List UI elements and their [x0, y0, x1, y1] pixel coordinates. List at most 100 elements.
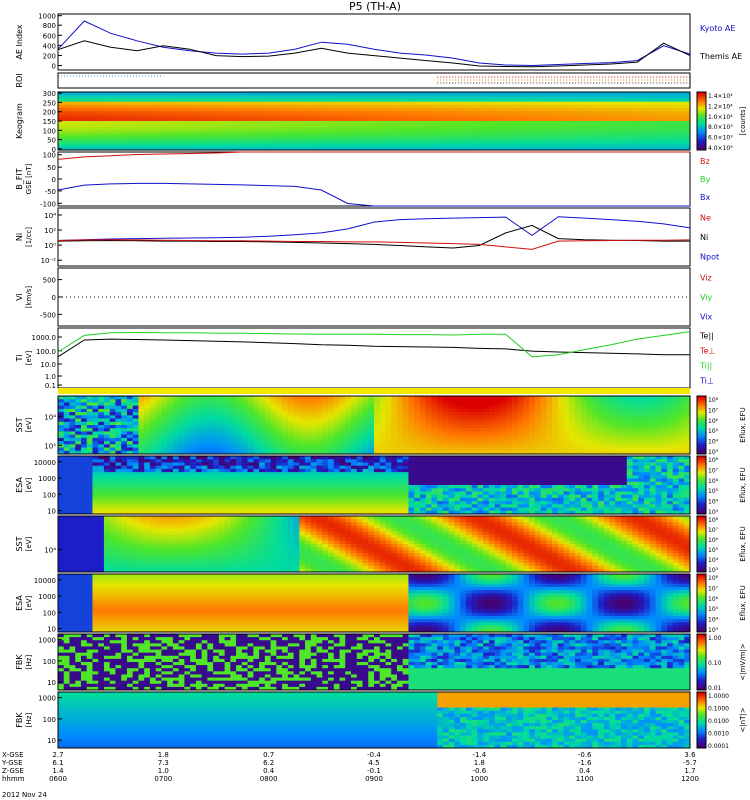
- spectrogram-cell: [414, 431, 420, 435]
- spectrogram-cell: [253, 504, 259, 508]
- spectrogram-cell: [92, 396, 98, 400]
- spectrogram-cell: [87, 412, 93, 416]
- spectrogram-cell: [408, 428, 414, 432]
- spectrogram-cell: [546, 431, 552, 435]
- spectrogram-cell: [133, 422, 139, 426]
- spectrogram-cell: [271, 444, 277, 448]
- spectrogram-cell: [75, 444, 81, 448]
- spectrogram-cell: [385, 92, 391, 96]
- spectrogram-cell: [357, 412, 363, 416]
- spectrogram-cell: [322, 501, 328, 505]
- spectrogram-cell: [196, 456, 202, 460]
- spectrogram-cell: [621, 412, 627, 416]
- spectrogram-cell: [219, 105, 225, 109]
- spectrogram-cell: [667, 134, 673, 138]
- spectrogram-cell: [500, 92, 506, 96]
- spectrogram-cell: [437, 108, 443, 112]
- spectrogram-cell: [190, 508, 196, 512]
- spectrogram-cell: [495, 134, 501, 138]
- spectrogram-cell: [150, 479, 156, 483]
- spectrogram-cell: [673, 105, 679, 109]
- spectrogram-cell: [64, 462, 70, 466]
- spectrogram-cell: [535, 412, 541, 416]
- spectrogram-cell: [236, 504, 242, 508]
- spectrogram-cell: [334, 92, 340, 96]
- spectrogram-cell: [535, 121, 541, 125]
- spectrogram-cell: [500, 102, 506, 106]
- spectrogram-cell: [472, 438, 478, 442]
- spectrogram-cell: [575, 399, 581, 403]
- spectrogram-cell: [454, 441, 460, 445]
- spectrogram-cell: [305, 402, 311, 406]
- spectrogram-cell: [328, 462, 334, 466]
- spectrogram-cell: [64, 422, 70, 426]
- spectrogram-cell: [644, 448, 650, 452]
- spectrogram-cell: [121, 137, 127, 141]
- spectrogram-cell: [144, 431, 150, 435]
- spectrogram-cell: [150, 118, 156, 122]
- spectrogram-cell: [437, 95, 443, 99]
- spectrogram-cell: [282, 491, 288, 495]
- spectrogram-cell: [138, 396, 144, 400]
- spectrogram-cell: [138, 475, 144, 479]
- spectrogram-cell: [340, 459, 346, 463]
- spectrogram-cell: [236, 140, 242, 144]
- spectrogram-cell: [196, 459, 202, 463]
- spectrogram-cell: [454, 399, 460, 403]
- spectrogram-cell: [196, 479, 202, 483]
- spectrogram-cell: [592, 134, 598, 138]
- spectrogram-cell: [541, 448, 547, 452]
- spectrogram-cell: [650, 127, 656, 131]
- spectrogram-cell: [380, 399, 386, 403]
- spectrogram-cell: [202, 438, 208, 442]
- spectrogram-cell: [225, 134, 231, 138]
- spectrogram-cell: [340, 498, 346, 502]
- spectrogram-cell: [667, 124, 673, 128]
- spectrogram-cell: [449, 95, 455, 99]
- spectrogram-cell: [213, 504, 219, 508]
- spectrogram-cell: [443, 127, 449, 131]
- spectrogram-cell: [638, 98, 644, 102]
- spectrogram-cell: [587, 111, 593, 115]
- spectrogram-cell: [161, 438, 167, 442]
- spectrogram-cell: [627, 425, 633, 429]
- spectrogram-cell: [431, 431, 437, 435]
- spectrogram-cell: [472, 102, 478, 106]
- spectrogram-cell: [219, 140, 225, 144]
- spectrogram-cell: [564, 140, 570, 144]
- spectrogram-cell: [334, 438, 340, 442]
- spectrogram-cell: [87, 115, 93, 119]
- spectrogram-cell: [627, 441, 633, 445]
- spectrogram-cell: [638, 415, 644, 419]
- spectrogram-cell: [271, 482, 277, 486]
- spectrogram-cell: [230, 469, 236, 473]
- spectrogram-cell: [575, 435, 581, 439]
- spectrogram-cell: [627, 444, 633, 448]
- spectrogram-cell: [202, 121, 208, 125]
- spectrogram-cell: [92, 504, 98, 508]
- spectrogram-cell: [512, 396, 518, 400]
- spectrogram-cell: [334, 479, 340, 483]
- spectrogram-cell: [242, 459, 248, 463]
- spectrogram-cell: [529, 140, 535, 144]
- spectrogram-cell: [403, 105, 409, 109]
- spectrogram-cell: [138, 422, 144, 426]
- spectrogram-cell: [133, 488, 139, 492]
- spectrogram-cell: [345, 469, 351, 473]
- spectrogram-cell: [184, 399, 190, 403]
- spectrogram-cell: [633, 412, 639, 416]
- spectrogram-cell: [679, 402, 685, 406]
- spectrogram-cell: [351, 134, 357, 138]
- spectrogram-cell: [64, 140, 70, 144]
- spectrogram-cell: [196, 438, 202, 442]
- spectrogram-cell: [667, 438, 673, 442]
- spectrogram-cell: [477, 431, 483, 435]
- spectrogram-cell: [150, 428, 156, 432]
- spectrogram-cell: [173, 469, 179, 473]
- spectrogram-cell: [351, 444, 357, 448]
- spectrogram-cell: [317, 422, 323, 426]
- spectrogram-cell: [156, 431, 162, 435]
- spectrogram-cell: [368, 140, 374, 144]
- spectrogram-cell: [357, 118, 363, 122]
- legend-ti: Te||: [699, 332, 714, 341]
